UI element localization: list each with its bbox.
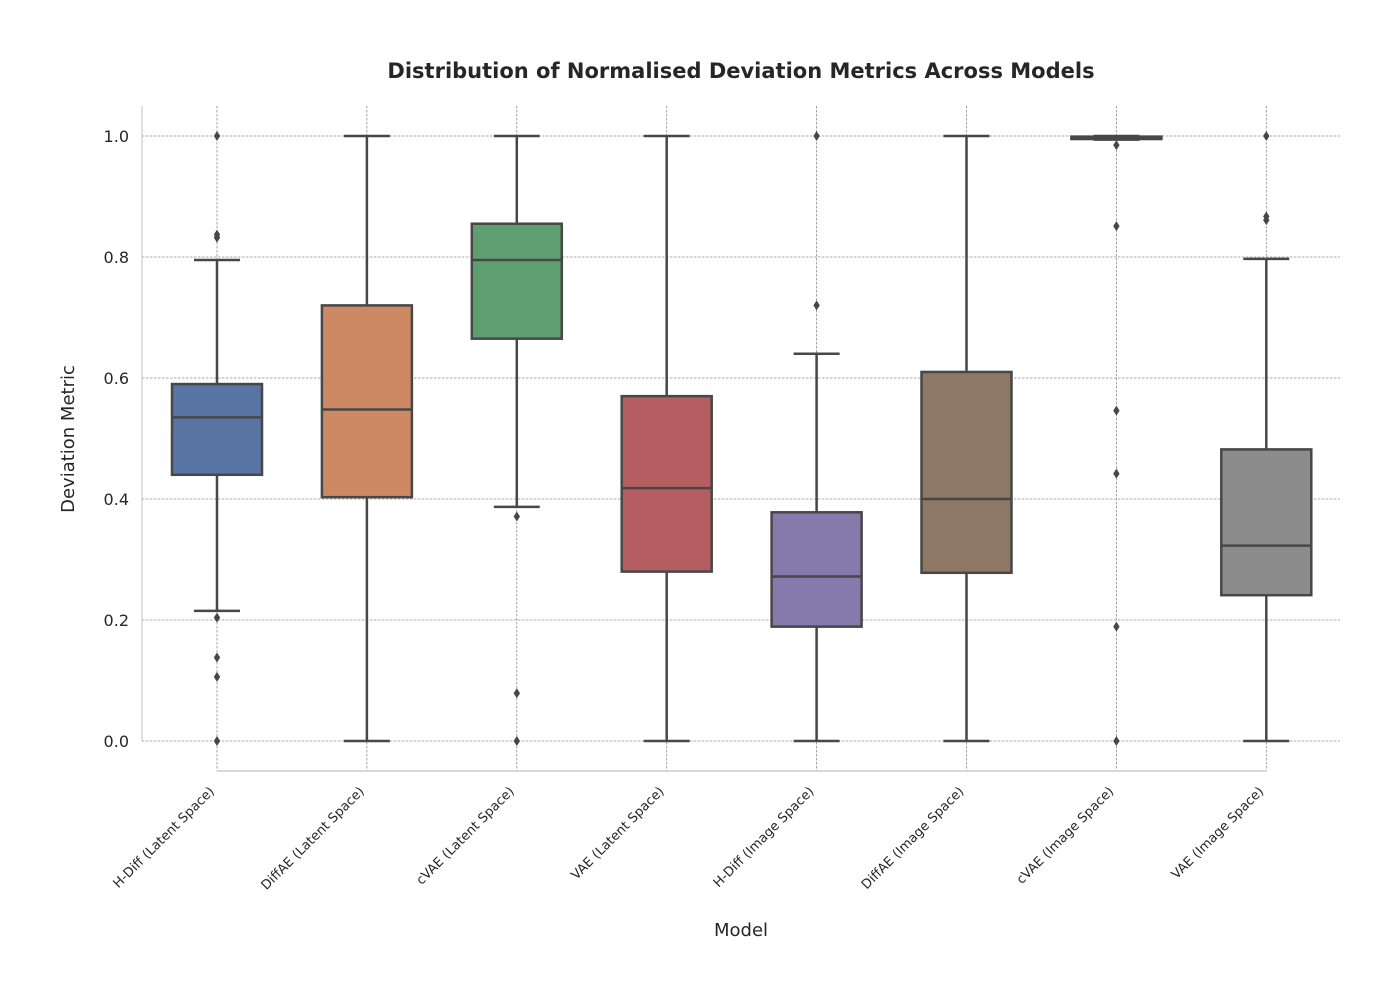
x-tick-label: cVAE (Image Space) (1014, 784, 1117, 887)
box-layer (172, 131, 1311, 746)
box-iqr (922, 372, 1012, 573)
y-tick-label: 0.6 (104, 369, 129, 388)
box-iqr (772, 512, 862, 626)
outlier-point (1263, 131, 1269, 141)
box-group (1221, 131, 1311, 741)
y-tick-label: 1.0 (104, 127, 129, 146)
outlier-point (514, 736, 520, 746)
x-tick-label: H-Diff (Latent Space) (111, 784, 218, 891)
outlier-point (214, 613, 220, 623)
y-tick-label: 0.0 (104, 732, 129, 751)
outlier-point (1113, 221, 1119, 231)
outlier-point (813, 300, 819, 310)
x-tick-label: cVAE (Latent Space) (414, 784, 518, 888)
chart-root: 0.0 0.2 0.4 0.6 0.8 1.0 H-Diff (Latent Space) D… (0, 0, 1400, 1000)
outlier-point (1113, 140, 1119, 150)
box-iqr (1221, 449, 1311, 595)
outlier-point (1113, 622, 1119, 632)
box-iqr (172, 384, 262, 475)
box-iqr (622, 396, 712, 571)
x-tick-label: VAE (Image Space) (1169, 784, 1267, 882)
y-axis-label: Deviation Metric (58, 365, 79, 513)
x-tick-label: DiffAE (Image Space) (859, 784, 967, 892)
outlier-point (813, 131, 819, 141)
y-tick-label: 0.2 (104, 611, 129, 630)
boxplot-chart: 0.0 0.2 0.4 0.6 0.8 1.0 H-Diff (Latent Space) D… (0, 0, 1400, 1000)
box-group (922, 136, 1012, 741)
outlier-point (1113, 736, 1119, 746)
box-iqr (472, 224, 562, 339)
x-axis-label: Model (714, 920, 768, 941)
outlier-point (214, 736, 220, 746)
box-iqr (322, 305, 412, 497)
x-tick-label: H-Diff (Image Space) (711, 784, 818, 891)
box-group (622, 136, 712, 741)
box-group (322, 136, 412, 741)
outlier-point (214, 131, 220, 141)
outlier-point (214, 672, 220, 682)
y-tick-label: 0.4 (104, 490, 129, 509)
x-tick-label: VAE (Latent Space) (569, 784, 668, 883)
outlier-point (514, 512, 520, 522)
outlier-point (1113, 406, 1119, 416)
outlier-point (1113, 469, 1119, 479)
y-tick-label: 0.8 (104, 248, 129, 267)
x-tick-label: DiffAE (Latent Space) (259, 784, 368, 893)
chart-title: Distribution of Normalised Deviation Met… (387, 59, 1094, 83)
outlier-point (214, 653, 220, 663)
outlier-point (514, 688, 520, 698)
